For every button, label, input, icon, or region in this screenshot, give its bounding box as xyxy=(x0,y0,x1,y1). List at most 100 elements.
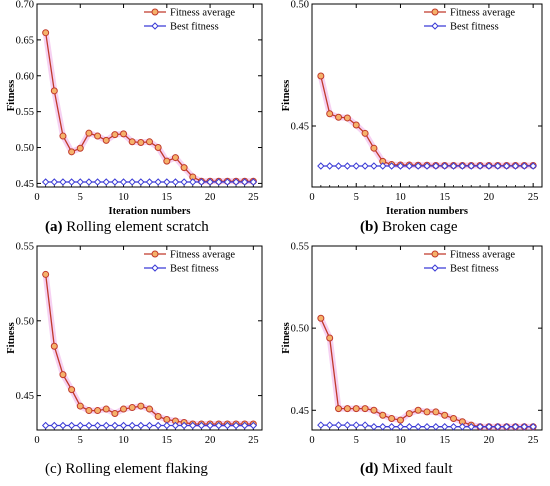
fitness-average-point xyxy=(326,110,334,118)
fitness-average-point xyxy=(180,164,188,172)
x-axis-label: Iteration numbers xyxy=(109,206,191,217)
best-fitness-point xyxy=(154,421,162,430)
best-fitness-point xyxy=(529,162,537,170)
best-fitness-point xyxy=(240,178,249,186)
x-tick-label: 20 xyxy=(484,435,495,446)
best-fitness-point xyxy=(206,421,214,430)
best-fitness-point xyxy=(232,178,240,186)
y-tick-label: 0.45 xyxy=(291,122,309,133)
x-tick-label: 10 xyxy=(395,192,406,203)
fitness-average-point xyxy=(42,29,50,37)
x-tick-label: 5 xyxy=(354,192,359,203)
caption-c-text: Rolling element flaking xyxy=(61,461,208,477)
legend-label: Fitness average xyxy=(450,8,515,19)
legend-marker xyxy=(151,8,159,16)
fitness-average-point xyxy=(59,371,67,379)
fitness-average-point xyxy=(441,411,449,419)
best-fitness-point xyxy=(76,421,84,430)
best-fitness-point xyxy=(379,423,387,431)
x-tick-label: 5 xyxy=(78,192,83,203)
fitness-average-point xyxy=(76,402,84,410)
series-halo xyxy=(317,75,534,169)
x-tick-label: 20 xyxy=(205,435,216,446)
best-fitness-point xyxy=(494,423,502,431)
x-tick-label: 5 xyxy=(354,435,359,446)
best-fitness-point xyxy=(171,421,180,430)
chart-b-svg: 0 5 10 15 20 25 0.45 0.50 Iteration numbers Fitne… xyxy=(281,0,543,217)
legend-marker xyxy=(431,264,439,272)
fitness-average-point xyxy=(128,404,136,412)
y-tick-label: 0.70 xyxy=(16,0,34,11)
fitness-average-point xyxy=(423,408,431,416)
best-fitness-point xyxy=(511,162,520,170)
best-fitness-point xyxy=(458,162,467,170)
best-fitness-point xyxy=(93,421,102,430)
fitness-average-point xyxy=(361,405,369,413)
best-fitness-point xyxy=(440,423,449,431)
best-fitness-point xyxy=(232,421,240,430)
fitness-average-point xyxy=(352,121,360,129)
x-tick-label: 10 xyxy=(118,192,129,203)
best-fitness-point xyxy=(494,162,502,170)
caption-a: (a) Rolling element scratch xyxy=(45,219,209,236)
fitness-average-point xyxy=(42,270,50,278)
best-fitness-point xyxy=(180,178,188,186)
caption-a-text: Rolling element scratch xyxy=(62,219,209,235)
best-fitness-point xyxy=(215,421,223,430)
best-fitness-point xyxy=(67,178,76,186)
fitness-average-point xyxy=(450,415,458,422)
fitness-average-point xyxy=(50,87,58,95)
legend-label: Fitness average xyxy=(170,250,235,261)
caption-d-text: Mixed fault xyxy=(378,461,453,477)
best-fitness-point xyxy=(85,421,93,430)
best-fitness-point xyxy=(145,421,154,430)
y-tick-label: 0.65 xyxy=(16,35,34,46)
chart-panel-c: 0 5 10 15 20 25 0.45 0.50 0.55 Fitness Fitness ave… xyxy=(0,242,275,486)
x-tick-label: 15 xyxy=(439,435,450,446)
best-fitness-point xyxy=(249,178,258,186)
best-fitness-point xyxy=(50,421,59,430)
best-fitness-point xyxy=(467,423,475,431)
series-halo xyxy=(42,32,254,185)
best-fitness-point xyxy=(432,162,440,170)
best-fitness-point xyxy=(111,421,119,430)
best-fitness-point xyxy=(317,162,325,170)
best-fitness-point xyxy=(223,421,232,430)
chart-a-svg: 0 5 10 15 20 25 0.45 0.50 0.55 0.60 0.65 0.70 Iterat… xyxy=(6,0,263,217)
x-tick-label: 15 xyxy=(162,192,173,203)
plot-frame xyxy=(36,3,263,188)
best-fitness-point xyxy=(405,423,414,431)
fitness-average-point xyxy=(68,386,76,394)
best-fitness-point xyxy=(405,162,414,170)
best-fitness-point xyxy=(502,162,511,170)
best-fitness-point xyxy=(502,423,511,431)
fitness-average-point xyxy=(317,72,325,80)
fitness-average-point xyxy=(335,405,343,413)
x-tick-label: 10 xyxy=(395,435,406,446)
fitness-average-point xyxy=(120,130,128,138)
best-fitness-point xyxy=(171,178,180,186)
best-fitness-point xyxy=(197,421,206,430)
fitness-average-point xyxy=(343,405,351,413)
fitness-average-point xyxy=(111,131,119,139)
plot-frame xyxy=(311,245,543,431)
best-fitness-point xyxy=(67,421,76,430)
best-fitness-point xyxy=(334,421,343,429)
best-fitness-point xyxy=(352,421,360,429)
caption-b-text: Broken cage xyxy=(378,219,458,235)
x-tick-label: 0 xyxy=(309,192,314,203)
y-tick-label: 0.55 xyxy=(16,107,34,118)
best-fitness-point xyxy=(317,421,325,429)
best-fitness-point xyxy=(396,162,405,170)
legend-label: Fitness average xyxy=(170,8,235,19)
x-axis-label: Iteration numbers xyxy=(386,206,468,217)
fitness-average-point xyxy=(94,132,102,140)
chart-panel-b: 0 5 10 15 20 25 0.45 0.50 Iteration numbers Fitne… xyxy=(275,0,550,243)
y-tick-label: 0.50 xyxy=(291,324,309,335)
caption-c: (c) Rolling element flaking xyxy=(45,461,208,478)
best-fitness-point xyxy=(458,423,467,431)
fitness-average-point xyxy=(396,416,404,424)
best-fitness-point xyxy=(59,178,67,186)
fitness-average-point xyxy=(50,342,58,350)
y-tick-label: 0.60 xyxy=(16,71,34,82)
